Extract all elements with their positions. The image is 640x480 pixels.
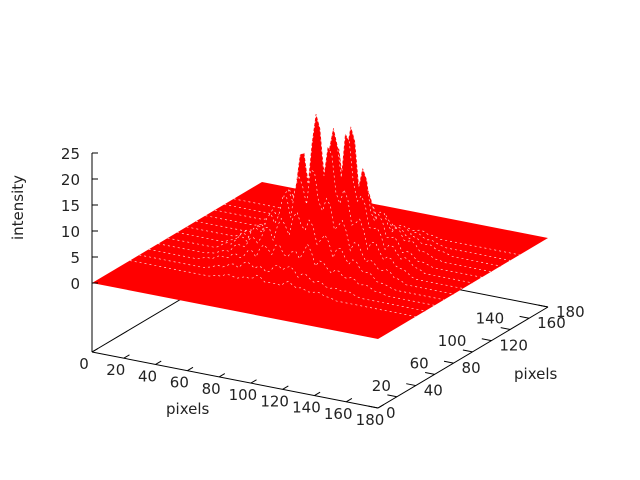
x-tick (377, 404, 384, 409)
y-tick (368, 405, 379, 409)
x-tick (250, 379, 257, 384)
y-tick (500, 327, 511, 330)
z-axis-label: intensity (9, 175, 27, 240)
x-tick-label: 180 (356, 411, 385, 429)
y-tick-label: 0 (386, 404, 396, 422)
y-tick-label: 180 (556, 303, 585, 321)
y-tick-label: 80 (462, 359, 481, 377)
y-tick (425, 371, 435, 375)
z-tick-label: 0 (70, 275, 80, 293)
surface-row-mesh (148, 243, 435, 306)
y-tick-label: 160 (537, 314, 566, 332)
x-tick-label: 0 (79, 355, 89, 373)
x-tick-label: 40 (138, 367, 157, 385)
x-tick-label: 160 (324, 405, 353, 423)
x-tick-label: 60 (170, 374, 189, 392)
y-tick (481, 338, 492, 342)
surface-row-mesh (186, 128, 473, 284)
y-tick-label: 60 (410, 354, 429, 372)
x-tick-label: 140 (292, 399, 321, 417)
y-tick-label: 140 (476, 309, 505, 327)
x-axis-line (91, 351, 379, 409)
y-tick-label: 40 (424, 382, 443, 400)
z-tick-label: 5 (70, 249, 80, 267)
x-tick (345, 397, 353, 403)
x-tick (187, 366, 194, 372)
x-tick-label: 20 (106, 361, 125, 379)
y-tick (462, 349, 473, 353)
x-tick (123, 354, 130, 359)
y-axis-line (377, 306, 549, 409)
y-tick (519, 315, 530, 319)
y-tick-label: 120 (499, 337, 528, 355)
surface-row-mesh (139, 254, 426, 312)
y-tick-label: 20 (372, 377, 391, 395)
y-tick (406, 383, 416, 387)
surface (92, 114, 548, 339)
x-tick-label: 80 (202, 380, 221, 398)
x-tick (91, 348, 98, 353)
z-tick-label: 10 (61, 223, 80, 241)
y-tick-label: 100 (438, 332, 467, 350)
x-tick-label: 120 (260, 392, 289, 410)
x-tick (218, 373, 226, 378)
y-tick (443, 360, 454, 364)
z-tick-label: 15 (61, 197, 80, 215)
x-tick (155, 360, 162, 365)
z-tick-label: 20 (61, 171, 80, 189)
y-tick (387, 394, 397, 398)
x-tick (282, 385, 289, 390)
y-axis-label: pixels (514, 365, 558, 383)
surface-row-mesh (167, 169, 454, 295)
x-tick (314, 391, 321, 396)
x-tick-label: 100 (229, 386, 258, 404)
y-tick (538, 304, 549, 308)
x-axis-label: pixels (166, 400, 210, 418)
z-tick-label: 25 (61, 145, 80, 163)
surface-row-mesh (214, 197, 501, 267)
